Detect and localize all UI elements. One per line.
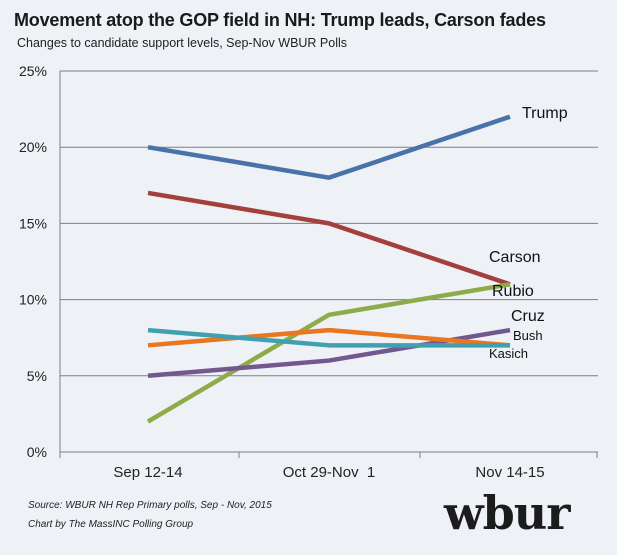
y-tick-label: 15% <box>19 215 47 231</box>
series-line-trump <box>147 114 511 180</box>
series-label-cruz: Cruz <box>511 308 545 325</box>
x-category-label: Nov 14-15 <box>475 464 544 481</box>
source-note: Source: WBUR NH Rep Primary polls, Sep -… <box>28 500 272 511</box>
y-tick-label: 10% <box>19 292 47 308</box>
y-tick-label: 5% <box>27 368 47 384</box>
series-line-cruz <box>147 327 511 379</box>
chart-subtitle: Changes to candidate support levels, Sep… <box>17 36 348 50</box>
x-category-label: Sep 12-14 <box>113 464 182 481</box>
y-tick-label: 20% <box>19 139 47 155</box>
chart-title: Movement atop the GOP field in NH: Trump… <box>14 10 546 30</box>
y-tick-label: 25% <box>19 63 47 79</box>
series-label-carson: Carson <box>489 249 541 266</box>
credit-note: Chart by The MassINC Polling Group <box>28 519 194 530</box>
series-label-trump: Trump <box>522 105 568 122</box>
series-line-bush <box>147 327 511 348</box>
series-line-carson <box>147 190 511 287</box>
y-tick-label: 0% <box>27 444 47 460</box>
series-label-bush: Bush <box>513 328 543 343</box>
series-label-rubio: Rubio <box>492 283 534 300</box>
series-line-kasich <box>147 327 510 348</box>
series-label-kasich: Kasich <box>489 346 528 361</box>
wbur-logo: wbur <box>444 486 570 540</box>
series-line-rubio <box>146 282 511 424</box>
x-category-label: Oct 29-Nov 1 <box>283 464 376 481</box>
